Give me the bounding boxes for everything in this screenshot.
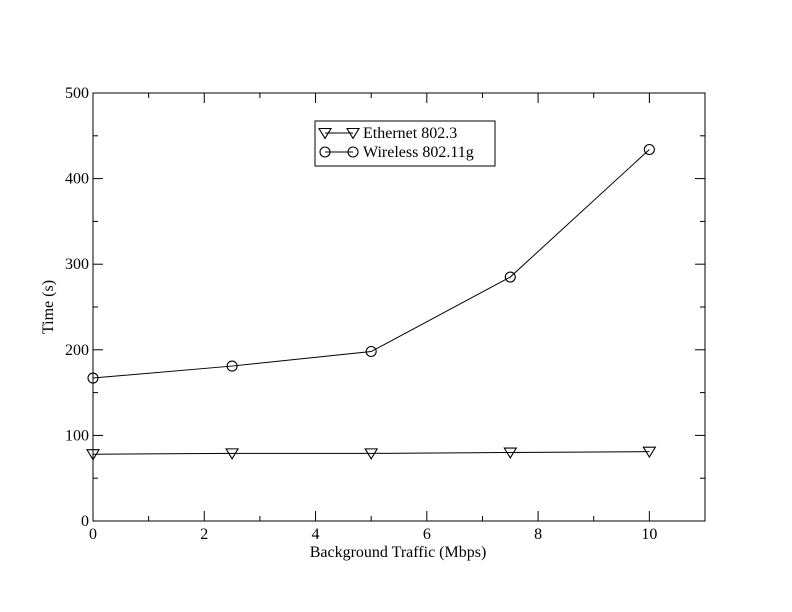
x-tick-label: 6 [423, 526, 431, 543]
y-tick-label: 500 [65, 85, 89, 102]
y-tick-label: 400 [65, 171, 89, 188]
data-point-wireless [504, 271, 516, 283]
x-axis-label: Background Traffic (Mbps) [310, 544, 487, 561]
legend-marker-wireless [347, 146, 359, 158]
x-tick-label: 2 [200, 526, 208, 543]
y-axis-label: Time (s) [40, 280, 57, 334]
data-point-wireless [643, 143, 655, 156]
x-tick-label: 0 [89, 526, 97, 543]
data-point-ethernet [642, 446, 657, 459]
data-point-ethernet [364, 448, 379, 460]
y-tick-label: 300 [65, 256, 89, 273]
x-tick-label: 4 [312, 526, 320, 543]
legend-marker-ethernet [318, 127, 332, 140]
series-line-wireless [92, 149, 650, 379]
data-point-ethernet [225, 448, 240, 460]
legend-marker-wireless [319, 146, 331, 158]
legend-box [314, 120, 496, 167]
data-point-ethernet [503, 447, 518, 459]
data-point-wireless [226, 360, 238, 372]
series-line-ethernet [92, 451, 650, 455]
data-point-ethernet [86, 449, 100, 461]
legend-label-ethernet: Ethernet 802.3 [363, 125, 457, 142]
y-tick-label: 100 [65, 427, 89, 444]
y-tick-label: 200 [65, 342, 89, 359]
data-point-wireless [365, 345, 377, 358]
x-tick-label: 8 [534, 526, 542, 543]
legend-label-wireless: Wireless 802.11g [363, 144, 474, 161]
legend-marker-ethernet [346, 127, 360, 140]
data-point-wireless [87, 372, 99, 384]
y-tick-label: 0 [81, 513, 89, 530]
x-tick-label: 10 [641, 526, 657, 543]
